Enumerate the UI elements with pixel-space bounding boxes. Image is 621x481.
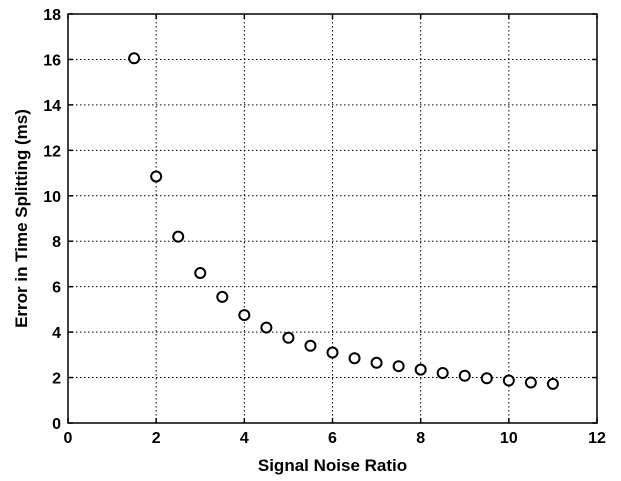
y-tick-label: 18 xyxy=(43,7,61,24)
x-tick-label: 4 xyxy=(240,430,249,447)
x-tick-label: 10 xyxy=(500,430,518,447)
y-tick-label: 14 xyxy=(43,98,61,115)
x-tick-label: 12 xyxy=(588,430,606,447)
data-point xyxy=(194,267,207,280)
data-point xyxy=(282,331,295,344)
data-point xyxy=(238,309,251,322)
grid xyxy=(68,14,597,423)
data-point xyxy=(150,170,163,183)
x-tick-label: 6 xyxy=(328,430,337,447)
data-points xyxy=(128,52,559,390)
data-point xyxy=(216,290,229,303)
x-axis-title: Signal Noise Ratio xyxy=(258,456,407,475)
data-point xyxy=(260,321,273,334)
data-point xyxy=(348,352,361,365)
data-point xyxy=(370,356,383,369)
y-tick-label: 0 xyxy=(52,416,61,433)
data-point xyxy=(436,367,449,380)
data-point xyxy=(480,372,493,385)
x-tick-label: 2 xyxy=(152,430,161,447)
axis-ticks: 0 2 4 6 8 10 12 0 2 4 6 8 10 12 14 16 18 xyxy=(43,7,606,447)
data-point xyxy=(524,376,537,389)
y-tick-label: 6 xyxy=(52,280,61,297)
data-point xyxy=(502,374,515,387)
data-point xyxy=(392,360,405,373)
y-tick-label: 16 xyxy=(43,52,61,69)
data-point xyxy=(172,230,185,243)
x-tick-label: 0 xyxy=(64,430,73,447)
data-point xyxy=(458,369,471,382)
data-point xyxy=(304,339,317,352)
data-point xyxy=(414,363,427,376)
y-tick-label: 12 xyxy=(43,143,61,160)
y-axis-title: Error in Time Splitting (ms) xyxy=(12,109,31,328)
data-point xyxy=(326,346,339,359)
y-tick-label: 10 xyxy=(43,189,61,206)
y-tick-label: 4 xyxy=(52,325,61,342)
y-tick-label: 2 xyxy=(52,371,61,388)
x-tick-label: 8 xyxy=(416,430,425,447)
y-tick-label: 8 xyxy=(52,234,61,251)
data-point xyxy=(128,52,141,65)
data-point xyxy=(546,377,559,390)
